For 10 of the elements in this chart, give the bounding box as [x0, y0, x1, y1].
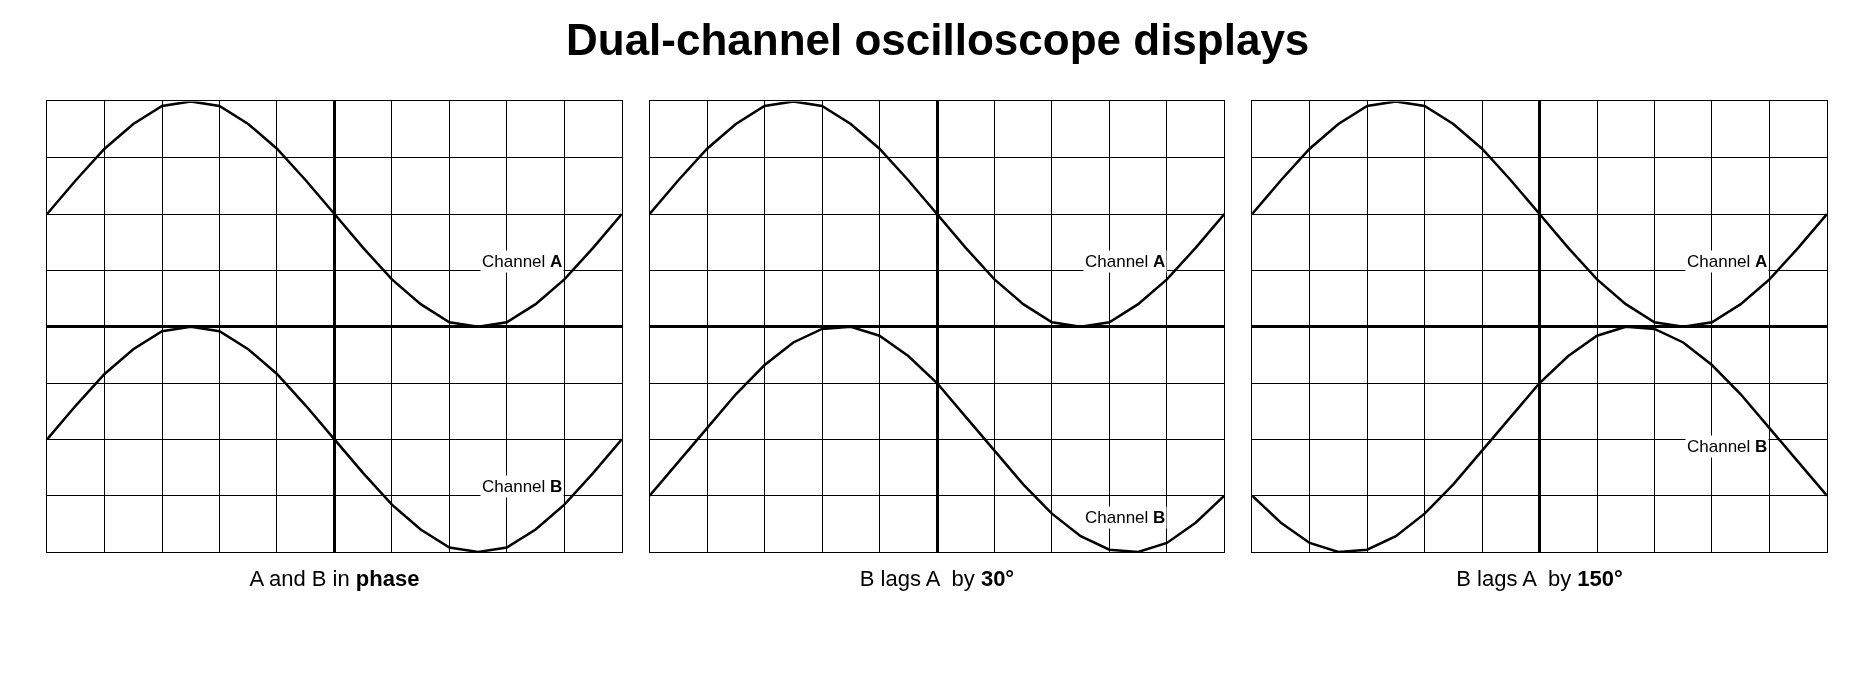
- x-axis-title: B lags A by 30°: [859, 565, 1015, 591]
- series-label: Channel A: [1085, 252, 1166, 271]
- series-label: Channel B: [482, 477, 563, 496]
- x-axis-title: A and B in phase: [249, 565, 420, 591]
- series-label: Channel B: [1085, 508, 1166, 527]
- x-axis-title: B lags A by 150°: [1456, 565, 1623, 591]
- chart-title: Dual-channel oscilloscope displays: [566, 15, 1310, 64]
- series-label: Channel A: [482, 252, 563, 271]
- series-label: Channel B: [1687, 437, 1768, 456]
- series-label: Channel A: [1687, 252, 1768, 271]
